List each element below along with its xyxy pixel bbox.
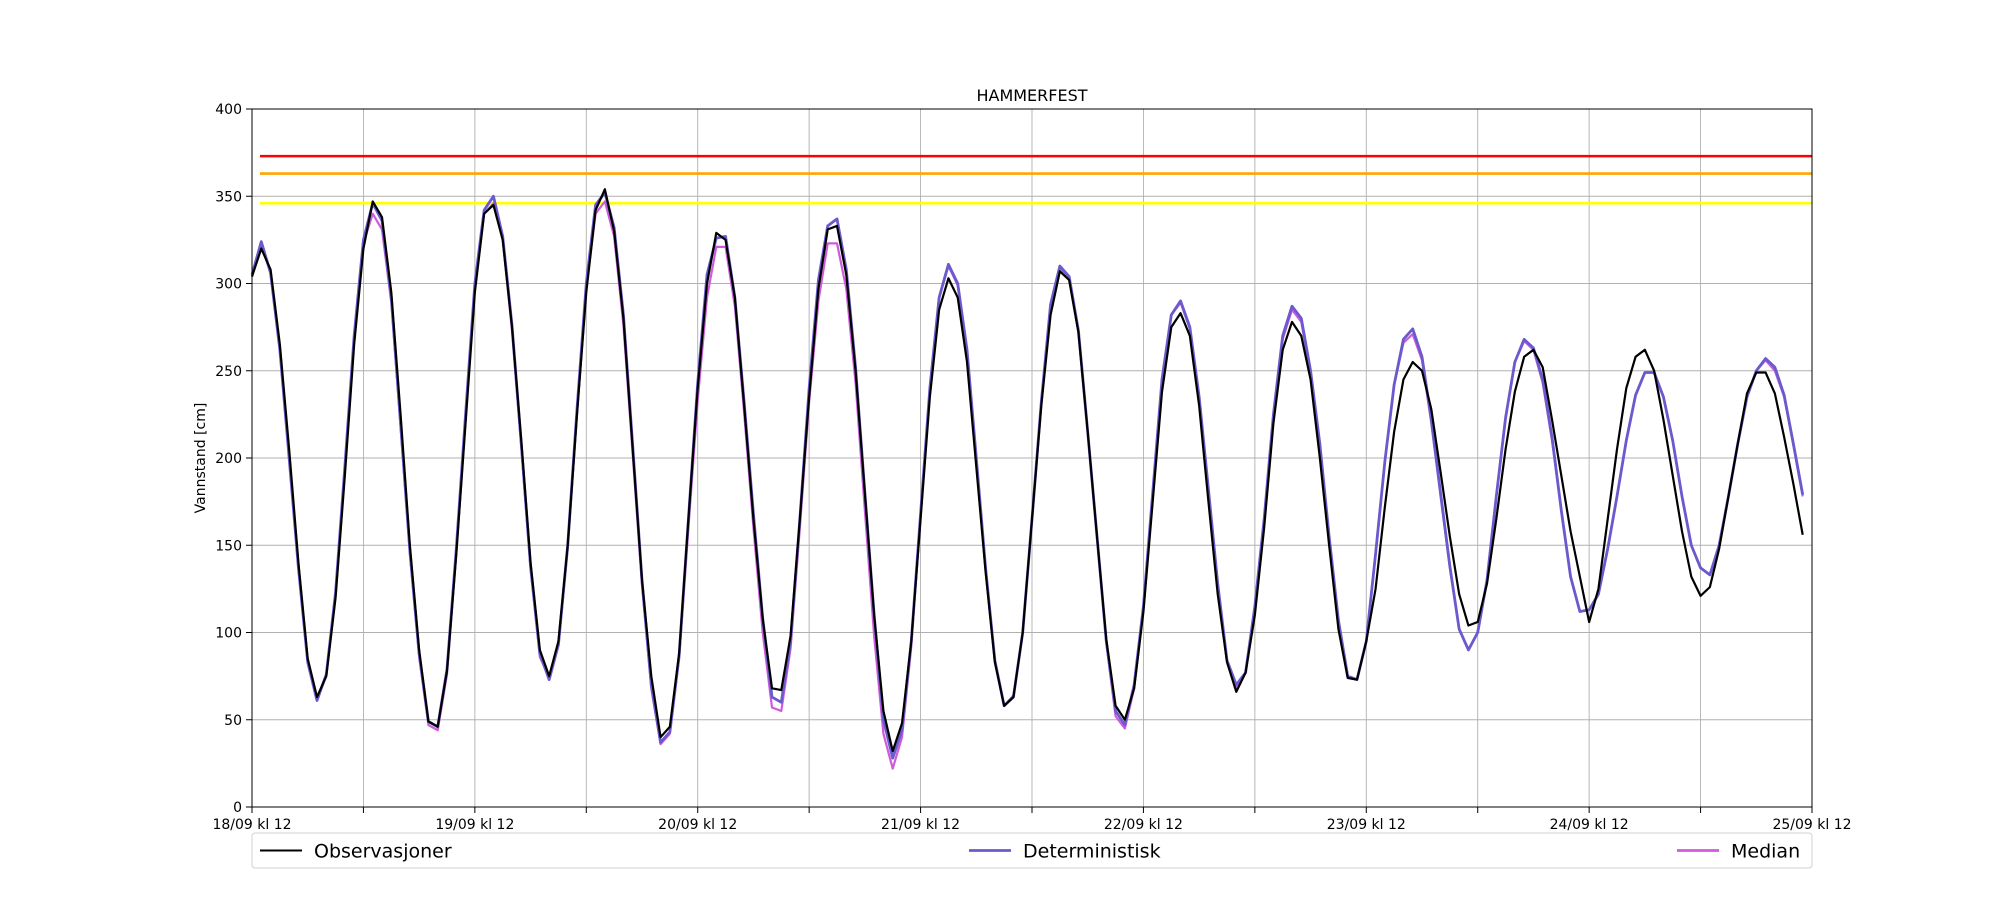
legend-label-deterministisk: Deterministisk	[1023, 841, 1161, 863]
x-tick-label: 19/09 kl 12	[435, 817, 514, 833]
y-tick-label: 250	[215, 364, 242, 380]
y-axis-label: Vannstand [cm]	[193, 403, 209, 514]
x-tick-label: 18/09 kl 12	[212, 817, 291, 833]
y-tick-label: 0	[233, 800, 242, 816]
x-tick-label: 24/09 kl 12	[1550, 817, 1629, 833]
series-layer	[250, 188, 1805, 770]
grid-layer	[251, 108, 1813, 808]
x-tick-label: 21/09 kl 12	[881, 817, 960, 833]
legend: Observasjoner Deterministisk Median	[251, 832, 1813, 869]
y-tick-label: 300	[215, 277, 242, 293]
y-tick-label: 350	[215, 189, 242, 205]
legend-label-observasjoner: Observasjoner	[314, 841, 452, 863]
x-tick-label: 23/09 kl 12	[1327, 817, 1406, 833]
chart-title: HAMMERFEST	[976, 86, 1087, 105]
y-tick-label: 150	[215, 538, 242, 554]
x-tick-label: 20/09 kl 12	[658, 817, 737, 833]
y-tick-label: 50	[224, 713, 242, 729]
legend-label-median: Median	[1731, 841, 1800, 863]
x-tick-label: 25/09 kl 12	[1772, 817, 1851, 833]
y-tick-label: 100	[215, 626, 242, 642]
threshold-layer	[260, 154, 1812, 205]
y-tick-label: 400	[215, 102, 242, 118]
x-tick-label: 22/09 kl 12	[1104, 817, 1183, 833]
tick-layer: 0 50 100 150 200 250 300 350 400 18/09 kl 12 19/09…	[212, 102, 1851, 833]
y-tick-label: 200	[215, 451, 242, 467]
series-line-observasjoner	[250, 188, 1804, 753]
legend-box	[251, 832, 1813, 869]
